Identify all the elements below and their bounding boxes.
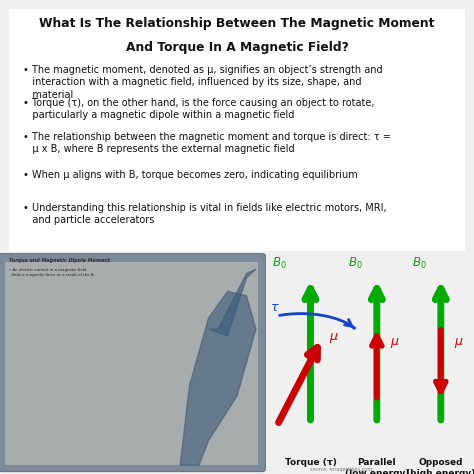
Text: $B_0$: $B_0$ (273, 256, 287, 271)
Text: source: mruqestions.com: source: mruqestions.com (310, 467, 373, 472)
FancyBboxPatch shape (0, 0, 474, 261)
Text: What Is The Relationship Between The Magnetic Moment: What Is The Relationship Between The Mag… (39, 17, 435, 30)
Text: • An electric current in a magnetic field
  finds a magnetic force as a result o: • An electric current in a magnetic fiel… (9, 268, 95, 277)
Text: • When μ aligns with B, torque becomes zero, indicating equilibrium: • When μ aligns with B, torque becomes z… (23, 170, 358, 180)
Text: $\tau$: $\tau$ (270, 301, 280, 314)
Text: Torque (τ): Torque (τ) (284, 458, 337, 467)
FancyBboxPatch shape (0, 254, 265, 472)
Text: $B_0$: $B_0$ (348, 256, 363, 271)
Text: $B_0$: $B_0$ (412, 256, 427, 271)
Text: Opposed
(high energy): Opposed (high energy) (406, 458, 474, 474)
Text: Parallel
(low energy): Parallel (low energy) (345, 458, 409, 474)
Text: $\mu$: $\mu$ (329, 331, 339, 345)
Text: $\mu$: $\mu$ (390, 336, 400, 349)
Text: $\mu$: $\mu$ (454, 336, 464, 349)
Text: • The magnetic moment, denoted as μ, signifies an object’s strength and
   inter: • The magnetic moment, denoted as μ, sig… (23, 65, 383, 100)
Text: Torque and Magnetic Dipole Moment: Torque and Magnetic Dipole Moment (9, 258, 110, 264)
Text: • Understanding this relationship is vital in fields like electric motors, MRI,
: • Understanding this relationship is vit… (23, 203, 387, 225)
Text: • The relationship between the magnetic moment and torque is direct: τ =
   μ x : • The relationship between the magnetic … (23, 132, 391, 154)
Polygon shape (180, 292, 256, 465)
Text: And Torque In A Magnetic Field?: And Torque In A Magnetic Field? (126, 41, 348, 54)
Polygon shape (209, 269, 256, 336)
FancyBboxPatch shape (5, 263, 258, 465)
Text: • Torque (τ), on the other hand, is the force causing an object to rotate,
   pa: • Torque (τ), on the other hand, is the … (23, 98, 374, 120)
